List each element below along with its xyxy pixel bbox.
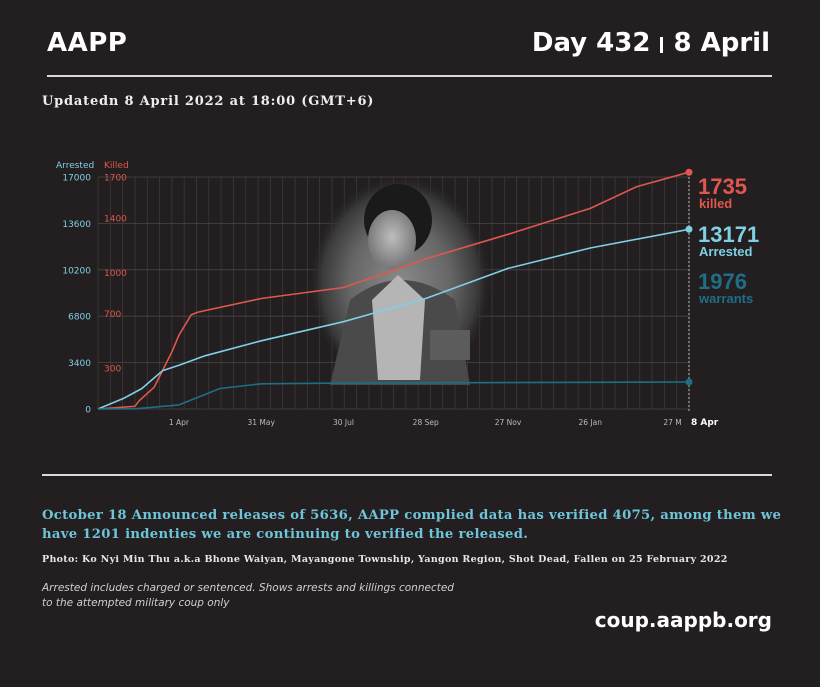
end-label-value: 13171 [698, 222, 759, 247]
x-tick-label: 27 Nov [495, 418, 522, 427]
y-left-tick-label: 10200 [62, 266, 91, 276]
updated-timestamp: Updatedn 8 April 2022 at 18:00 (GMT+6) [42, 94, 375, 109]
series-line-killed [97, 171, 690, 410]
y-left-tick-label: 0 [85, 406, 91, 416]
x-tick-label: 30 Jul [333, 418, 354, 427]
y-left-tick-label: 17000 [62, 174, 91, 184]
x-tick-label: 26 Jan [579, 418, 603, 427]
series-end-dot-warrants [685, 378, 693, 386]
y-left-tick-label: 13600 [62, 220, 91, 230]
brand-title: AAPP [47, 28, 128, 58]
end-label-name: killed [699, 196, 732, 211]
day-number: Day 432 [531, 28, 651, 58]
y-right-tick-label: 1400 [104, 214, 127, 224]
end-label-name: warrants [698, 291, 753, 306]
series-line-warrants [97, 381, 690, 410]
y-left-axis-title: Arrested [56, 161, 94, 171]
x-tick-label: 31 May [247, 418, 275, 427]
x-tick-label: 27 M [663, 418, 681, 427]
x-tick-label: 8 Apr [691, 418, 719, 428]
end-label-value: 1976 [698, 269, 747, 294]
y-right-tick-label: 700 [104, 310, 121, 320]
series-end-dot-killed [685, 168, 693, 176]
website-link[interactable]: coup.aappb.org [594, 608, 772, 632]
day-separator [660, 37, 664, 53]
day-counter: Day 432 8 April [532, 28, 770, 58]
top-divider [47, 75, 772, 77]
end-label-name: Arrested [699, 244, 753, 259]
y-left-tick-label: 6800 [68, 313, 91, 323]
series-line-arrested [97, 228, 690, 410]
bottom-divider [42, 474, 772, 476]
end-label-value: 1735 [698, 174, 747, 199]
day-date: 8 April [673, 28, 770, 58]
y-right-tick-label: 300 [104, 365, 121, 375]
y-right-tick-label: 1700 [104, 174, 127, 184]
releases-announcement: October 18 Announced releases of 5636, A… [42, 508, 782, 542]
y-right-tick-label: 1000 [104, 269, 127, 279]
series-end-dot-arrested [685, 225, 693, 233]
methodology-note: Arrested includes charged or sentenced. … [42, 582, 454, 609]
memorial-photo [308, 175, 492, 391]
photo-credit: Photo: Ko Nyi Min Thu a.k.a Bhone Waiyan… [42, 554, 728, 565]
x-tick-label: 28 Sep [413, 418, 439, 427]
y-left-tick-label: 3400 [68, 359, 91, 369]
x-tick-label: 1 Apr [169, 418, 190, 427]
casualty-chart: Arrested Killed 17000 13600 10200 6800 3400 0 17… [56, 161, 759, 428]
y-right-axis-title: Killed [104, 161, 129, 171]
